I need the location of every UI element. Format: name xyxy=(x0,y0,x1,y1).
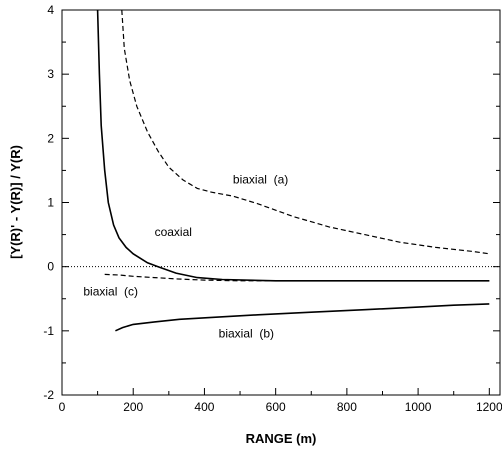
x-tick-label: 200 xyxy=(123,400,143,414)
series-line-3 xyxy=(104,273,490,282)
x-tick-label: 1200 xyxy=(476,400,502,414)
series-line-1 xyxy=(121,9,490,255)
y-tick-label: 0 xyxy=(47,260,54,274)
y-axis-title: [Y(R)' - Y(R)] / Y(R) xyxy=(8,145,23,259)
series-annotation-1: biaxial (a) xyxy=(233,172,288,186)
x-tick-label: 800 xyxy=(337,400,357,414)
ticks-layer: 0 200 400 600 800 1000 1200 -2 -1 0 1 2 3 4 xyxy=(43,3,502,414)
series-annotation-3: biaxial (c) xyxy=(83,285,138,299)
x-tick-label: 0 xyxy=(59,400,66,414)
series-line-4 xyxy=(115,303,490,332)
x-tick-label: 400 xyxy=(194,400,214,414)
y-tick-label: -2 xyxy=(43,388,54,402)
y-tick-label: -1 xyxy=(43,324,54,338)
y-tick-label: 1 xyxy=(47,196,54,210)
x-tick-label: 600 xyxy=(266,400,286,414)
series-annotation-4: biaxial (b) xyxy=(219,326,274,340)
annotation-layer: biaxial (a) coaxial biaxial (c) biaxial (b) xyxy=(83,172,288,340)
y-tick-label: 4 xyxy=(47,3,54,17)
y-tick-label: 2 xyxy=(47,131,54,145)
series-layer xyxy=(96,9,490,332)
series-annotation-2: coaxial xyxy=(155,225,192,239)
x-tick-label: 1000 xyxy=(405,400,432,414)
series-line-2 xyxy=(96,9,490,282)
y-tick-label: 3 xyxy=(47,67,54,81)
x-axis-title: RANGE (m) xyxy=(246,431,317,446)
